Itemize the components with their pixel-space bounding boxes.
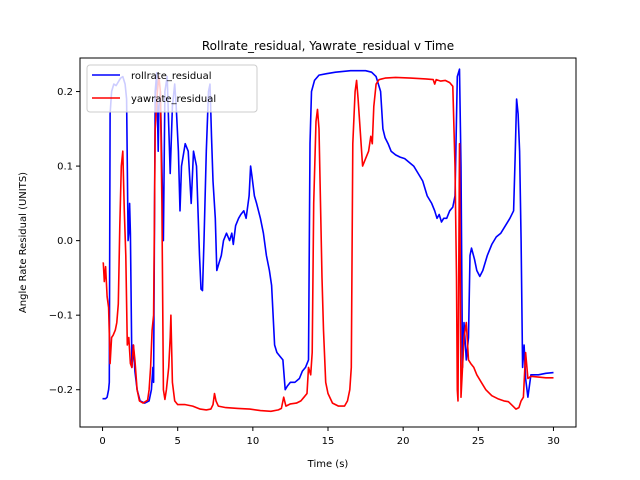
legend: rollrate_residual yawrate_residual [86,64,258,113]
x-axis: 0 5 10 15 20 25 30 [99,427,560,447]
x-tick-label: 0 [99,436,105,447]
chart-title: Rollrate_residual, Yawrate_residual v Ti… [202,39,454,53]
x-axis-label: Time (s) [307,459,349,470]
y-tick-label: −0.1 [49,311,73,322]
y-tick-label: 0.0 [57,236,73,247]
y-tick-label: −0.2 [49,385,73,396]
x-tick-label: 15 [322,436,335,447]
y-axis-label: Angle Rate Residual (UNITS) [18,172,29,313]
x-tick-label: 5 [175,436,181,447]
x-tick-label: 30 [547,436,560,447]
y-axis: −0.2 −0.1 0.0 0.1 0.2 [49,87,80,396]
series-line-rollrate_residual [102,68,554,404]
legend-label-yawrate: yawrate_residual [131,94,216,105]
y-tick-label: 0.1 [57,162,73,173]
plot-lines [102,68,554,413]
x-tick-label: 20 [397,436,410,447]
x-tick-label: 10 [246,436,259,447]
series-line-yawrate_residual [102,75,554,413]
y-tick-label: 0.2 [57,87,73,98]
legend-label-rollrate: rollrate_residual [131,71,212,82]
legend-box [86,64,258,113]
x-tick-label: 25 [472,436,485,447]
